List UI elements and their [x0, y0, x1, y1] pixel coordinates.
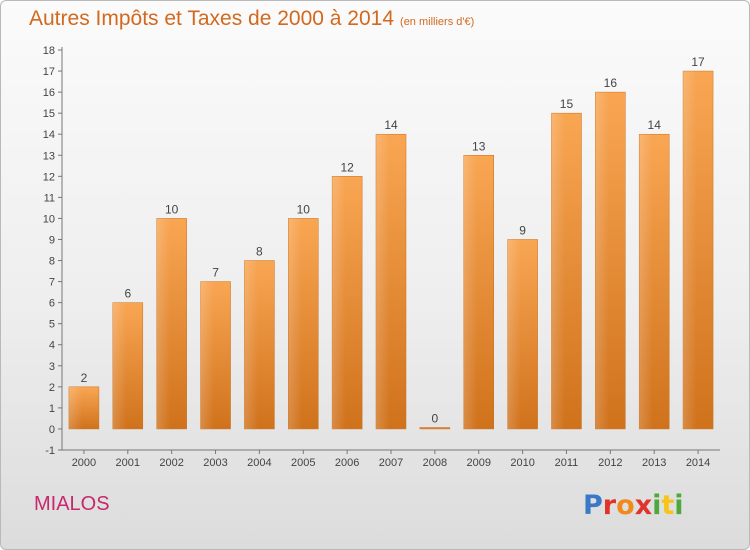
- bar-highlight: [683, 71, 697, 429]
- bar-highlight: [507, 239, 522, 429]
- data-label: 14: [648, 118, 662, 132]
- data-label: 14: [384, 118, 398, 132]
- bars: [68, 70, 714, 430]
- x-tick-label: 2002: [159, 457, 183, 469]
- data-label: 17: [691, 55, 705, 69]
- x-tick-label: 2000: [72, 457, 96, 469]
- chart-title-text: Autres Impôts et Taxes de 2000 à 2014: [29, 7, 395, 30]
- bar: [419, 427, 451, 430]
- proxiti-logo: Proxiti: [583, 490, 684, 521]
- bar-highlight: [200, 281, 215, 429]
- data-label: 7: [212, 266, 219, 280]
- data-labels: 2 6 10 7 8 10 12 14 0 13 9 15 16 14 17: [81, 55, 705, 425]
- data-label: 8: [256, 245, 263, 259]
- logo-letter: i: [674, 490, 684, 521]
- y-tick-label: 4: [49, 340, 55, 352]
- data-label: 13: [472, 139, 486, 153]
- bar-highlight: [639, 134, 653, 429]
- x-tick-label: 2011: [555, 457, 579, 469]
- y-tick-label: 14: [43, 129, 55, 141]
- y-tick-label: 3: [49, 361, 55, 373]
- chart-unit: (en milliers d'€): [400, 16, 475, 28]
- x-tick-label: 2008: [423, 457, 447, 469]
- data-label: 0: [432, 411, 439, 425]
- bar-highlight: [68, 386, 83, 429]
- bar-highlight: [551, 113, 565, 429]
- y-tick-label: 16: [43, 87, 55, 99]
- chart-title: Autres Impôts et Taxes de 2000 à 2014 (en…: [29, 7, 474, 31]
- data-label: 10: [297, 202, 311, 216]
- data-label: 12: [340, 160, 354, 174]
- bar-highlight: [376, 134, 390, 429]
- y-tick-label: -1: [45, 445, 55, 457]
- data-label: 9: [519, 223, 526, 237]
- logo-letter: P: [583, 490, 603, 521]
- y-tick-label: 12: [43, 171, 55, 183]
- data-label: 15: [560, 97, 574, 111]
- bar-highlight: [595, 92, 609, 429]
- y-tick-label: 13: [43, 150, 55, 162]
- bar-highlight: [244, 260, 258, 429]
- y-tick-label: 15: [43, 108, 55, 120]
- y-tick-label: 17: [43, 66, 55, 78]
- y-tick-label: 6: [49, 298, 55, 310]
- data-label: 10: [165, 202, 179, 216]
- y-tick-label: 8: [49, 256, 55, 268]
- x-tick-label: 2007: [379, 457, 403, 469]
- bar-highlight: [156, 218, 171, 429]
- data-label: 6: [124, 287, 131, 301]
- logo-letter: o: [616, 490, 635, 521]
- data-label: 16: [604, 76, 618, 90]
- x-tick-label: 2012: [598, 457, 622, 469]
- x-tick-label: 2014: [686, 457, 710, 469]
- y-tick-label: 11: [44, 192, 55, 204]
- bar-highlight: [112, 302, 127, 429]
- y-tick-label: 1: [49, 403, 55, 415]
- y-tick-label: 9: [49, 234, 55, 246]
- place-name: MIALOS: [34, 493, 110, 515]
- logo-letter: i: [652, 490, 662, 521]
- bar-highlight: [288, 218, 302, 429]
- x-tick-label: 2005: [291, 457, 315, 469]
- y-tick-label: 10: [43, 213, 55, 225]
- logo-letter: t: [661, 490, 675, 521]
- logo-letter: r: [602, 490, 617, 521]
- logo-letter: x: [634, 490, 653, 521]
- x-tick-label: 2009: [466, 457, 490, 469]
- y-tick-label: 7: [49, 277, 55, 289]
- x-tick-label: 2001: [116, 457, 140, 469]
- x-tick-label: 2006: [335, 457, 359, 469]
- x-tick-label: 2004: [247, 457, 271, 469]
- x-tick-label: 2013: [642, 457, 666, 469]
- y-tick-label: 5: [49, 319, 55, 331]
- bar-highlight: [332, 176, 346, 429]
- x-tick-label: 2010: [510, 457, 534, 469]
- y-tick-label: 2: [49, 382, 55, 394]
- y-tick-label: 18: [43, 45, 55, 57]
- y-tick-label: 0: [49, 424, 55, 436]
- data-label: 2: [81, 371, 88, 385]
- bar-highlight: [463, 155, 478, 429]
- x-tick-label: 2003: [203, 457, 227, 469]
